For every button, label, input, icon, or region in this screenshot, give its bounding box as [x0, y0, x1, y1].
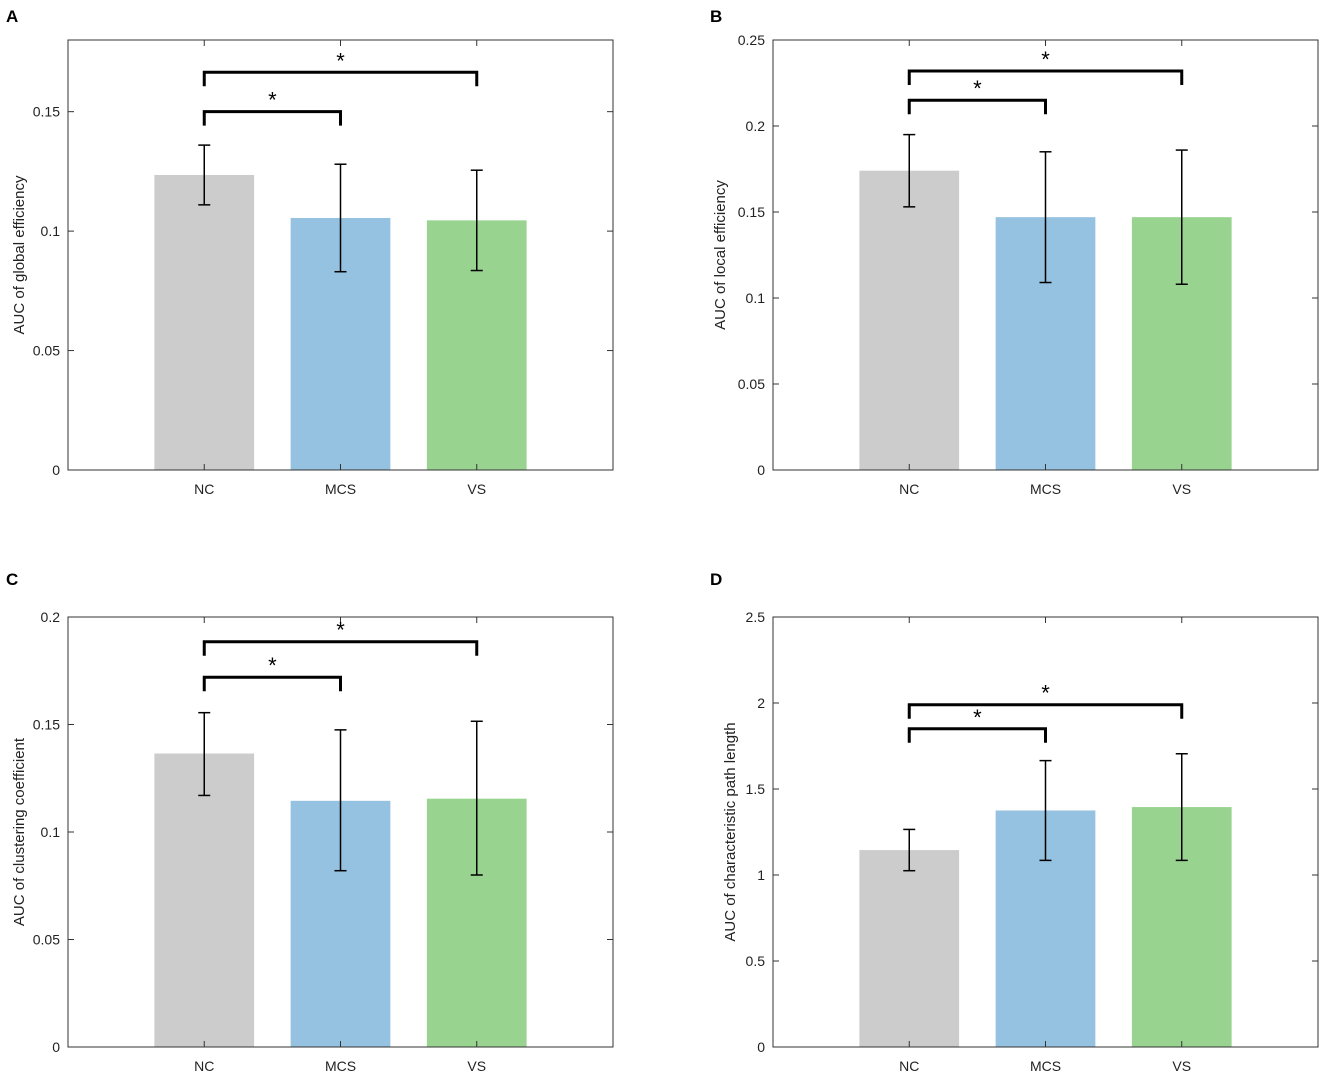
y-tick-label: 0.1 [41, 824, 61, 840]
panel-label: D [710, 570, 722, 589]
panel-c: C 0 0.05 0.1 0.15 0.2 NC MCS VS AUC of clustering… [6, 570, 614, 1074]
y-tick-label: 0.15 [738, 204, 765, 220]
x-tick-label: VS [467, 481, 486, 497]
panel-a: A 0 0.05 0.1 0.15 NC MCS VS AUC of global effici… [6, 7, 614, 497]
panel-label: B [710, 7, 722, 26]
panel-label: A [6, 7, 18, 26]
significance-bracket [907, 69, 1184, 85]
significance-star: * [1041, 47, 1050, 72]
y-tick-label: 0.2 [41, 609, 61, 625]
x-tick-label: VS [467, 1058, 486, 1074]
significance-star: * [1041, 681, 1050, 706]
bar-nc [859, 850, 960, 1047]
y-tick-label: 0.05 [33, 932, 60, 948]
significance-bracket [907, 703, 1184, 719]
significance-star: * [973, 76, 982, 101]
x-tick-label: NC [194, 1058, 214, 1074]
y-axis-label: AUC of clustering coefficient [11, 737, 28, 926]
y-tick-label: 0.15 [33, 104, 60, 120]
y-tick-label: 0.15 [33, 717, 60, 733]
y-tick-label: 1.5 [746, 781, 766, 797]
panel-b: B 0 0.05 0.1 0.15 0.2 0.25 NC MCS VS AUC of local … [710, 7, 1319, 497]
y-tick-label: 0 [757, 1039, 765, 1055]
y-tick-label: 0.1 [41, 223, 61, 239]
significance-star: * [973, 705, 982, 730]
x-tick-label: MCS [325, 1058, 356, 1074]
y-tick-label: 0.5 [746, 953, 766, 969]
bar-nc [154, 174, 255, 470]
significance-star: * [268, 653, 277, 678]
y-tick-label: 0 [52, 1039, 60, 1055]
significance-bracket [202, 675, 342, 692]
x-tick-label: NC [899, 1058, 919, 1074]
x-tick-label: NC [194, 481, 214, 497]
panel-d: D 0 0.5 1 1.5 2 2.5 NC MCS VS AUC of characteristi… [710, 570, 1319, 1074]
y-tick-label: 0.2 [746, 118, 766, 134]
y-tick-label: 2.5 [746, 609, 766, 625]
significance-bracket [202, 70, 479, 87]
y-axis-label: AUC of local efficiency [712, 180, 729, 330]
significance-bracket [202, 110, 342, 126]
x-tick-label: MCS [1030, 481, 1061, 497]
y-tick-label: 0 [52, 462, 60, 478]
y-axis-label: AUC of global efficiency [11, 175, 28, 334]
x-tick-label: MCS [325, 481, 356, 497]
y-tick-label: 0.05 [33, 343, 60, 359]
y-tick-label: 0.1 [746, 290, 766, 306]
bar-nc [154, 753, 255, 1047]
x-tick-label: VS [1172, 1058, 1191, 1074]
y-tick-label: 0 [757, 462, 765, 478]
y-tick-label: 0.05 [738, 376, 765, 392]
x-tick-label: VS [1172, 481, 1191, 497]
y-tick-label: 2 [757, 695, 765, 711]
y-axis-label: AUC of characteristic path length [722, 722, 739, 941]
significance-star: * [336, 618, 345, 643]
y-tick-label: 1 [757, 867, 765, 883]
significance-bracket [907, 98, 1047, 115]
significance-star: * [268, 88, 277, 113]
bar-nc [859, 170, 960, 470]
panel-label: C [6, 570, 18, 589]
significance-bracket [202, 640, 479, 656]
significance-star: * [336, 48, 345, 73]
x-tick-label: NC [899, 481, 919, 497]
significance-bracket [907, 727, 1047, 743]
x-tick-label: MCS [1030, 1058, 1061, 1074]
y-tick-label: 0.25 [738, 32, 765, 48]
